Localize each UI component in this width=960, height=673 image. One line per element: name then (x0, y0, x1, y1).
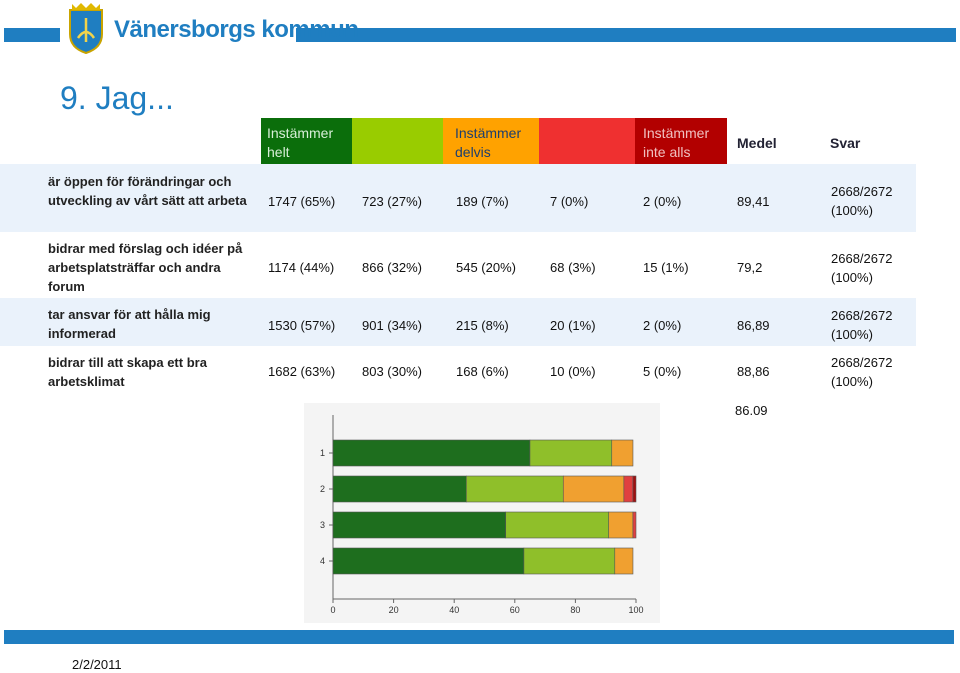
header-c3-line1: Instämmer (455, 125, 522, 141)
row2-svar-count: 2668/2672 (831, 251, 893, 266)
header-svar: Svar (830, 135, 861, 151)
row2-svar: 2668/2672 (100%) (831, 249, 892, 287)
row2-cell-1: 1174 (44%) (268, 260, 335, 275)
stacked-bar-chart-area: 0 20 40 60 80 100 1 2 3 4 (304, 403, 660, 623)
row4-cell-5: 5 (0%) (643, 364, 682, 379)
bar-2-series-1 (332, 475, 467, 503)
bar-2-series-4 (623, 475, 634, 503)
row1-cell-5: 2 (0%) (643, 194, 682, 209)
row2-cell-2: 866 (32%) (362, 260, 422, 275)
chart-x-tick-label-0: 0 (330, 605, 335, 615)
bar-3-series-2 (505, 511, 610, 539)
chart-x-tick-label-80: 80 (570, 605, 580, 615)
header-color-4 (539, 118, 635, 164)
top-bar-right (296, 28, 956, 42)
bar-3-series-3 (608, 511, 634, 539)
header-instammer-delvis: Instämmer delvis (443, 118, 539, 164)
row1-cell-2: 723 (27%) (362, 194, 422, 209)
row-bg-3 (0, 298, 916, 346)
row4-svar-count: 2668/2672 (831, 355, 893, 370)
row1-medel: 89,41 (737, 194, 770, 209)
row2-cell-4: 68 (3%) (550, 260, 596, 275)
row4-svar: 2668/2672 (100%) (831, 353, 892, 391)
org-name: Vänersborgs kommun (114, 16, 359, 43)
row3-medel: 86,89 (737, 318, 770, 333)
row3-svar-pct: (100%) (831, 327, 873, 342)
row3-cell-1: 1530 (57%) (268, 318, 336, 333)
row-label-3: tar ansvar för att hålla mig informerad (48, 307, 211, 341)
row2-cell-3: 545 (20%) (456, 260, 516, 275)
row1-cell-3: 189 (7%) (456, 194, 509, 209)
header-c3-line2: delvis (455, 144, 491, 160)
bar-4-series-3 (614, 547, 634, 575)
bar-1-series-3 (611, 439, 634, 467)
row-label-2: bidrar med förslag och idéer på arbetspl… (48, 241, 243, 294)
header-c5-line2: inte alls (643, 144, 691, 160)
bottom-bar (4, 630, 954, 644)
bar-1-series-1 (332, 439, 531, 467)
row4-cell-2: 803 (30%) (362, 364, 422, 379)
chart-x-tick-label-20: 20 (389, 605, 399, 615)
chart-y-tick-label-3: 3 (320, 520, 325, 530)
chart-y-tick-label-2: 2 (320, 484, 325, 494)
row-bg-1 (0, 164, 916, 232)
row4-medel: 88,86 (737, 364, 770, 379)
bar-1-series-2 (529, 439, 613, 467)
bar-4-series-1 (332, 547, 525, 575)
chart-x-tick-label-40: 40 (449, 605, 459, 615)
row3-cell-2: 901 (34%) (362, 318, 422, 333)
row1-svar: 2668/2672 (100%) (831, 182, 892, 220)
row4-cell-1: 1682 (63%) (268, 364, 336, 379)
row3-cell-3: 215 (8%) (456, 318, 509, 333)
header-c1-line2: helt (267, 144, 290, 160)
chart-x-tick-label-60: 60 (510, 605, 520, 615)
row3-cell-5: 2 (0%) (643, 318, 682, 333)
chart-y-tick-label-1: 1 (320, 448, 325, 458)
header-color-2 (352, 118, 443, 164)
header-instammer-helt: Instämmer helt (261, 118, 352, 164)
header-medel: Medel (737, 135, 777, 151)
row1-svar-count: 2668/2672 (831, 184, 893, 199)
bar-3-series-4 (632, 511, 637, 539)
bar-4-series-2 (523, 547, 616, 575)
slide-title: 9. Jag... (60, 80, 174, 116)
bar-3-series-1 (332, 511, 507, 539)
row4-cell-3: 168 (6%) (456, 364, 509, 379)
header-c1-line1: Instämmer (267, 125, 334, 141)
chart-y-tick-label-4: 4 (320, 556, 325, 566)
row-label-4: bidrar till att skapa ett bra arbetsklim… (48, 355, 207, 389)
bar-2-series-2 (466, 475, 564, 503)
row1-svar-pct: (100%) (831, 203, 873, 218)
row-label-1: är öppen för förändringar och utveckling… (48, 174, 247, 208)
row3-svar: 2668/2672 (100%) (831, 306, 892, 344)
row3-svar-count: 2668/2672 (831, 308, 893, 323)
row2-svar-pct: (100%) (831, 270, 873, 285)
row2-medel: 79,2 (737, 260, 763, 275)
overall-average: 86.09 (735, 403, 768, 418)
bar-2-series-5 (632, 475, 637, 503)
header-instammer-inte-alls: Instämmer inte alls (635, 118, 727, 164)
footer-date: 2/2/2011 (72, 657, 122, 672)
row3-cell-4: 20 (1%) (550, 318, 596, 333)
row1-cell-4: 7 (0%) (550, 194, 589, 209)
municipal-crest-logo (69, 3, 103, 54)
row2-cell-5: 15 (1%) (643, 260, 689, 275)
header-c5-line1: Instämmer (643, 125, 710, 141)
top-bar-left (4, 28, 60, 42)
row4-svar-pct: (100%) (831, 374, 873, 389)
chart-x-tick-label-100: 100 (628, 605, 643, 615)
bar-2-series-3 (562, 475, 625, 503)
stacked-bar-chart: 0 20 40 60 80 100 1 2 3 4 (320, 415, 644, 615)
row4-cell-4: 10 (0%) (550, 364, 596, 379)
row1-cell-1: 1747 (65%) (268, 194, 336, 209)
